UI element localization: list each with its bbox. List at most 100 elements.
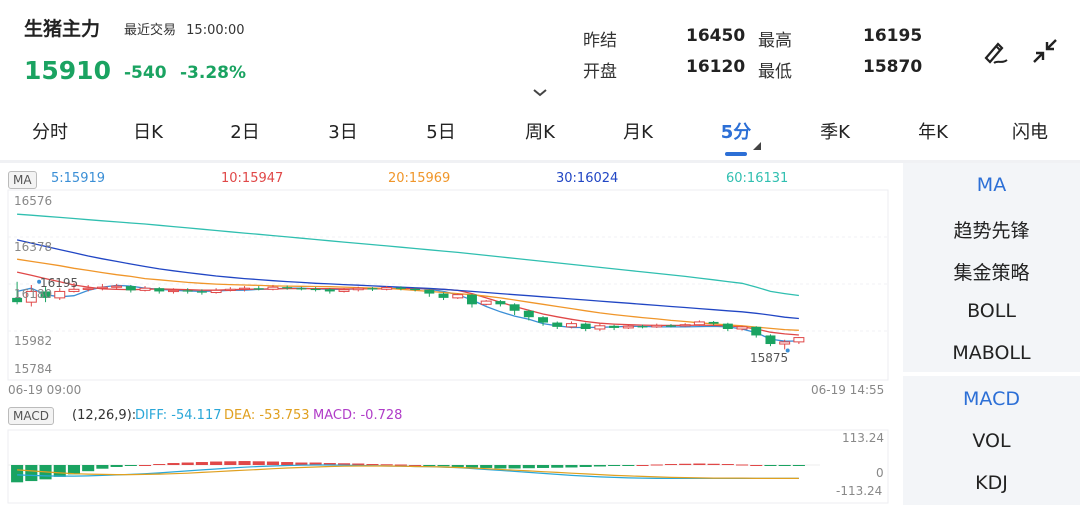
ma20-line xyxy=(17,258,799,331)
candle-body xyxy=(651,324,663,328)
chevron-down-icon[interactable] xyxy=(532,88,548,98)
price-axis-label-3: 16180 xyxy=(14,287,53,301)
macd-histogram-bar xyxy=(636,465,649,466)
macd-histogram-bar xyxy=(508,465,521,469)
candle-body xyxy=(580,323,591,330)
macd-axis-zero: 0 xyxy=(876,466,884,480)
ma-tag[interactable]: MA xyxy=(8,171,37,189)
pen-icon[interactable] xyxy=(980,36,1010,66)
kline-chart[interactable] xyxy=(0,0,900,505)
macd-chart-frame xyxy=(7,429,889,504)
macd-axis-top: 113.24 xyxy=(842,431,884,445)
side-item-vol[interactable]: VOL xyxy=(972,430,1011,452)
side-item-kdj[interactable]: KDJ xyxy=(975,472,1008,494)
macd-histogram-bar xyxy=(266,461,280,465)
candle-body xyxy=(509,304,520,311)
side-panel-divider xyxy=(903,372,1080,376)
macd-histogram-bar xyxy=(707,463,720,465)
tab-daily-k[interactable]: 日K xyxy=(133,122,163,143)
tab-yearly-k[interactable]: 年K xyxy=(918,122,948,143)
candle-body xyxy=(693,321,705,326)
macd-histogram-bar xyxy=(792,465,805,466)
macd-histogram-bar xyxy=(309,462,322,465)
last-price: 15910 xyxy=(24,56,111,85)
candle-body xyxy=(665,325,676,327)
macd-histogram-bar xyxy=(380,464,393,466)
candle-body xyxy=(154,288,165,292)
candle-body xyxy=(182,290,193,292)
macd-histogram-bar xyxy=(295,462,308,465)
tab-2-day[interactable]: 2日 xyxy=(230,122,260,143)
candle-body xyxy=(82,287,94,290)
candle-body xyxy=(565,323,577,328)
candle-body xyxy=(381,287,393,290)
macd-histogram-bar xyxy=(181,462,194,465)
macd-histogram-bar xyxy=(11,465,24,483)
collapse-arrows-icon[interactable] xyxy=(1030,36,1060,66)
side-item-maboll[interactable]: MABOLL xyxy=(952,342,1031,364)
candle-body xyxy=(424,289,435,294)
macd-histogram-bar xyxy=(238,461,251,465)
candle-body xyxy=(352,287,364,291)
candle-body xyxy=(410,288,421,291)
tab-weekly-k[interactable]: 周K xyxy=(525,122,555,143)
tab-monthly-k[interactable]: 月K xyxy=(623,122,653,143)
macd-histogram-bar xyxy=(210,461,223,465)
macd-params: (12,26,9): xyxy=(72,408,137,423)
tab-flash[interactable]: 闪电 xyxy=(1012,122,1048,143)
candle-body xyxy=(438,293,449,298)
tab-3-day[interactable]: 3日 xyxy=(328,122,358,143)
tab-timeshare[interactable]: 分时 xyxy=(32,122,68,143)
open-value: 16120 xyxy=(686,57,746,77)
candle-body xyxy=(552,322,563,327)
tab-5-min[interactable]: 5分 xyxy=(720,122,752,143)
macd-histogram-bar xyxy=(409,465,422,466)
candle-body xyxy=(12,297,23,303)
macd-histogram-bar xyxy=(480,465,493,468)
macd-histogram-bar xyxy=(565,465,578,468)
macd-histogram-bar xyxy=(323,463,336,465)
macd-histogram-bar xyxy=(138,465,152,466)
side-item-boll[interactable]: BOLL xyxy=(967,300,1016,322)
last-trade-label: 最近交易 xyxy=(124,23,177,38)
macd-histogram-bar xyxy=(110,465,123,467)
macd-histogram-bar xyxy=(579,465,592,467)
macd-histogram-bar xyxy=(437,465,450,467)
macd-axis-bottom: -113.24 xyxy=(836,484,883,498)
macd-histogram-value: MACD: -0.728 xyxy=(313,408,403,423)
candle-body xyxy=(594,325,606,330)
macd-histogram-bar xyxy=(25,465,38,482)
tab-dropdown-triangle-icon[interactable] xyxy=(753,142,761,150)
ma30-value: 30:16024 xyxy=(556,171,619,186)
side-item-ma[interactable]: MA xyxy=(976,174,1007,196)
low-value: 15870 xyxy=(863,57,923,77)
macd-tag[interactable]: MACD xyxy=(8,407,54,425)
candle-body xyxy=(139,287,151,291)
candle-body xyxy=(523,310,534,318)
side-item-trend-pioneer[interactable]: 趋势先锋 xyxy=(953,220,1030,242)
divider xyxy=(0,160,1080,163)
active-tab-indicator xyxy=(725,152,747,156)
macd-dea-line xyxy=(17,465,799,479)
low-label: 最低 xyxy=(758,62,792,82)
macd-histogram-bar xyxy=(593,465,606,467)
macd-histogram-bar xyxy=(337,463,351,465)
candle-body xyxy=(779,341,791,345)
price-change-pct: -3.28% xyxy=(180,63,247,83)
price-axis-label-4: 15982 xyxy=(14,334,53,348)
candle-body xyxy=(622,325,634,329)
candle-body xyxy=(765,335,776,345)
candle-body xyxy=(296,288,307,290)
macd-histogram-bar xyxy=(153,464,166,466)
side-item-macd[interactable]: MACD xyxy=(963,388,1020,410)
macd-histogram-bar xyxy=(522,465,535,469)
macd-histogram-bar xyxy=(67,465,81,475)
macd-histogram-bar xyxy=(764,465,777,466)
macd-histogram-bar xyxy=(195,462,208,465)
side-item-jijin-strategy[interactable]: 集金策略 xyxy=(953,262,1030,284)
macd-histogram-bar xyxy=(224,461,237,465)
tab-quarterly-k[interactable]: 季K xyxy=(820,122,850,143)
tab-5-day[interactable]: 5日 xyxy=(426,122,456,143)
macd-histogram-bar xyxy=(451,465,464,467)
ma60-value: 60:16131 xyxy=(726,171,789,186)
